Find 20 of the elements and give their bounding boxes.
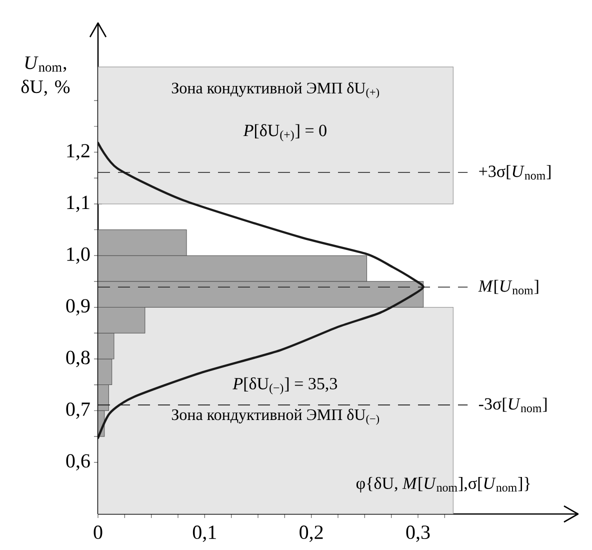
y-tick-label: 0,7: [66, 402, 90, 419]
annotation: P[δU$_{(−)}$] = 35,3: [232, 377, 338, 394]
ref-line-label: +3σ[U$_{nom}$]: [479, 165, 551, 180]
y-tick-label: 0,8: [66, 350, 90, 368]
x-tick-label: 0,2: [300, 526, 323, 542]
y-tick-label: 1,2: [67, 144, 90, 160]
y-axis-title: U$_{nom}$, δU, %: [21, 56, 70, 96]
y-tick-label: 0,6: [66, 454, 90, 471]
ref-line-label: -3σ[U$_{nom}$]: [478, 398, 547, 412]
ref-line-label: M[U$_{nom}$]: [478, 280, 538, 294]
y-tick-label: 1,1: [67, 196, 90, 212]
y-tick-label: 1,0: [67, 247, 90, 264]
y-tick-label: 0,9: [66, 299, 90, 316]
band-label: Зона кондуктивной ЭМП δU$_{(+)}$: [172, 82, 380, 98]
band-label: Зона кондуктивной ЭМП δU$_{(−)}$: [172, 408, 380, 425]
annotation: P[δU$_{(+)}$] = 0: [243, 124, 326, 142]
x-tick-label: 0,3: [406, 526, 430, 542]
x-tick-label: 0,1: [192, 526, 216, 542]
text: φ{δU, M[U$_{nom}$],σ[U$_{nom}$]}: [356, 476, 530, 492]
x-tick-label: 0: [94, 526, 102, 540]
